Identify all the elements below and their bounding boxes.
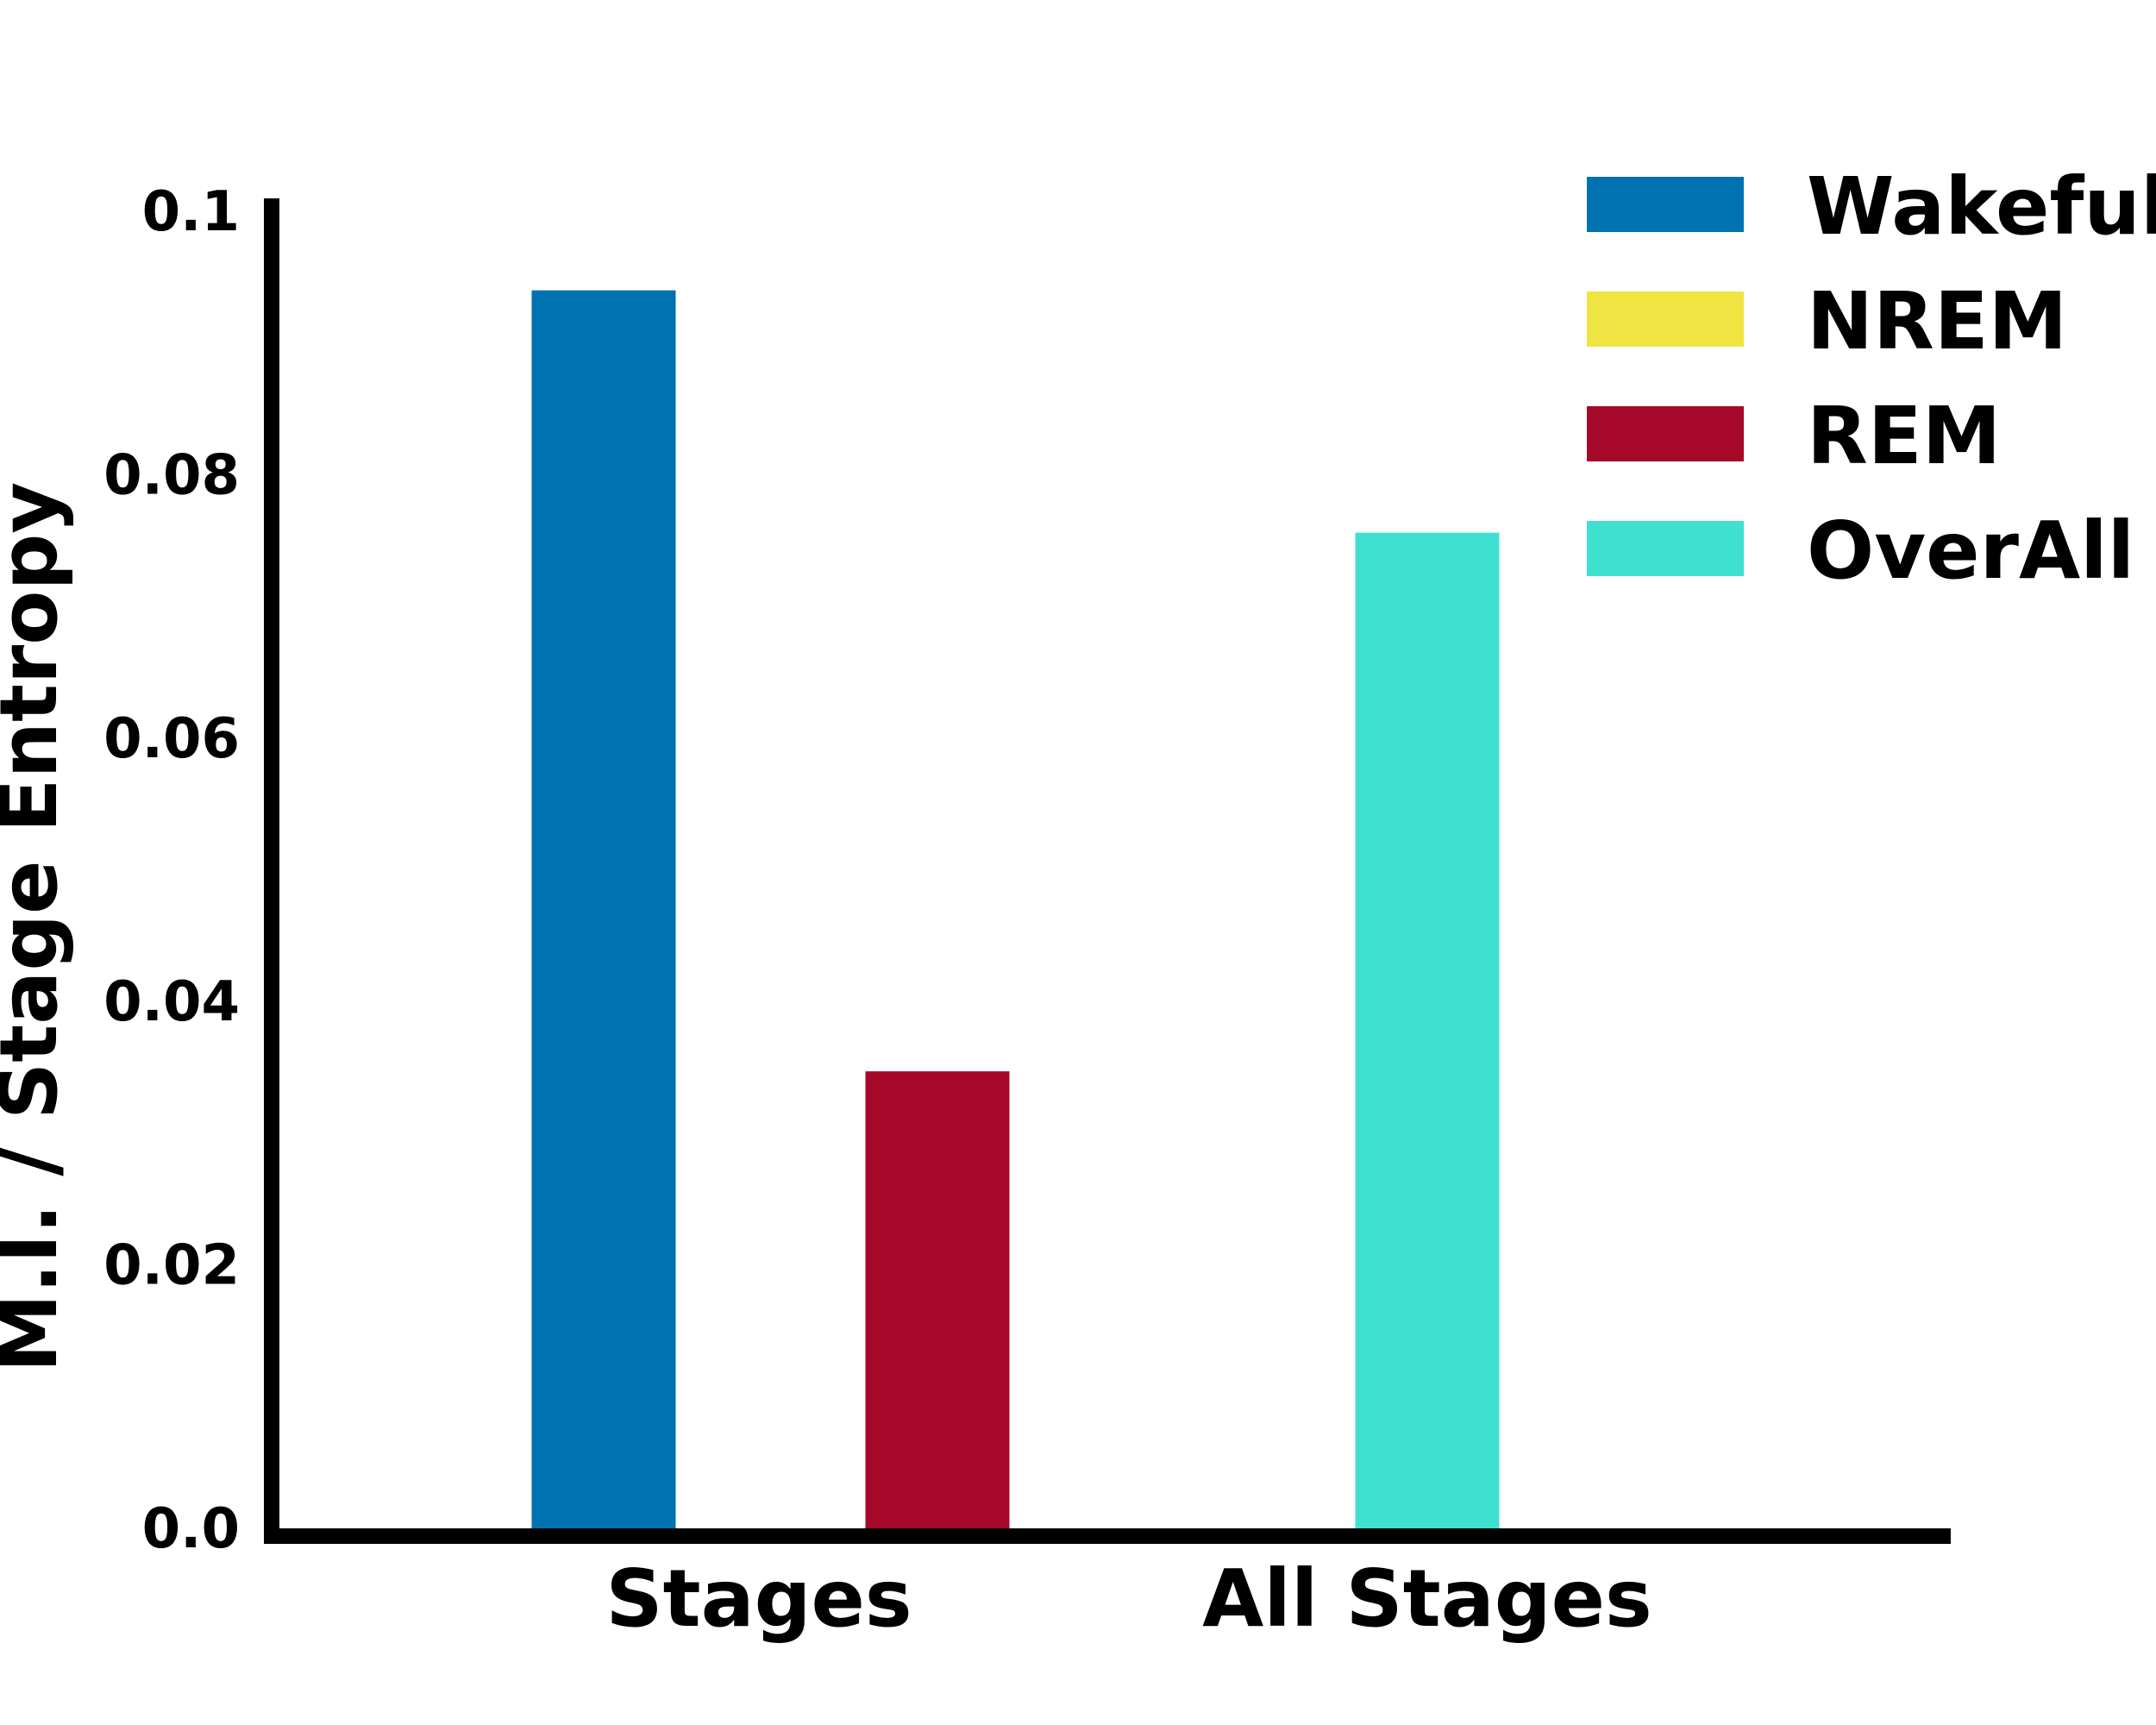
legend-label-overall: OverAll — [1807, 505, 2134, 597]
bar-overall-all-stages — [1355, 532, 1500, 1528]
y-tick-label: 0.04 — [103, 970, 240, 1034]
legend-swatch-overall — [1587, 521, 1744, 576]
bar-rem-stages — [865, 1071, 1010, 1528]
bars-group — [531, 290, 1500, 1528]
x-category-label: Stages — [605, 1552, 912, 1645]
bar-wakeful-stages — [531, 290, 676, 1528]
y-tick-label: 0.0 — [142, 1497, 240, 1561]
legend-swatch-nrem — [1587, 292, 1744, 347]
legend-label-rem: REM — [1807, 390, 2001, 482]
x-category-label: All Stages — [1202, 1552, 1652, 1645]
y-axis-title: M.I. / Stage Entropy — [0, 482, 75, 1373]
y-tick-label: 0.08 — [103, 443, 240, 507]
y-tick-label: 0.02 — [103, 1234, 240, 1298]
legend: Wakeful NREM REM OverAll — [1587, 160, 2156, 597]
y-tick-labels: 0.0 0.02 0.04 0.06 0.08 0.1 — [103, 180, 240, 1561]
legend-label-wakeful: Wakeful — [1807, 160, 2156, 253]
legend-swatch-rem — [1587, 406, 1744, 461]
legend-swatch-wakeful — [1587, 177, 1744, 232]
y-tick-label: 0.06 — [103, 707, 240, 771]
y-tick-label: 0.1 — [142, 180, 240, 244]
x-category-labels: Stages All Stages — [605, 1552, 1651, 1645]
legend-label-nrem: NREM — [1807, 275, 2067, 367]
